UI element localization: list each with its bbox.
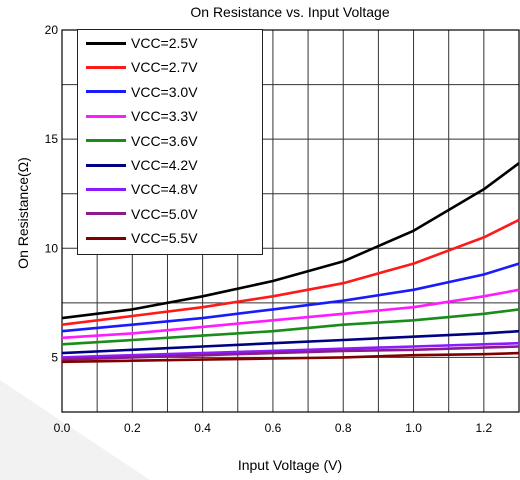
legend-label: VCC=2.5V (131, 35, 198, 51)
legend-swatch (86, 163, 126, 167)
series-line-9 (61, 351, 520, 364)
x-tick-label: 0.8 (335, 421, 352, 435)
legend-label: VCC=3.0V (131, 83, 198, 100)
series-line-7 (61, 341, 520, 359)
y-tick-label: 20 (45, 23, 59, 37)
series-line-3 (61, 262, 520, 333)
legend-label: VCC=3.3V (131, 108, 198, 125)
legend-swatch (86, 114, 126, 118)
legend-item: VCC=3.0V (86, 82, 198, 102)
legend-item: VCC=3.3V (86, 106, 198, 126)
chart-title: On Resistance vs. Input Voltage (190, 4, 390, 20)
x-tick-label: 0.4 (194, 421, 211, 435)
series-line-6 (61, 329, 520, 355)
legend-item: VCC=2.5V (86, 33, 198, 53)
legend-item: VCC=5.5V (86, 228, 198, 248)
series-line-4 (61, 288, 520, 340)
legend-label: VCC=5.0V (131, 205, 198, 222)
series-line-2 (61, 218, 520, 326)
legend-swatch (86, 187, 126, 191)
x-tick-label: 0.2 (124, 421, 141, 435)
legend-label: VCC=4.2V (131, 157, 198, 173)
legend-item: VCC=5.0V (86, 204, 198, 224)
legend-label: VCC=3.6V (131, 132, 198, 149)
x-tick-label: 0.0 (54, 421, 71, 435)
legend-item: VCC=4.8V (86, 179, 198, 199)
x-axis-label: Input Voltage (V) (237, 457, 343, 473)
x-tick-label: 1.2 (476, 421, 493, 435)
y-tick-label: 15 (45, 132, 59, 146)
legend-label: VCC=2.7V (131, 59, 198, 76)
legend-swatch (86, 65, 126, 69)
legend-swatch (86, 236, 126, 240)
x-tick-label: 1.0 (405, 421, 422, 435)
legend-label: VCC=4.8V (131, 181, 198, 198)
x-tick-label: 0.6 (265, 421, 282, 435)
legend-swatch (86, 139, 126, 143)
legend-swatch (86, 41, 126, 45)
legend-item: VCC=4.2V (86, 155, 198, 175)
y-tick-label: 5 (51, 350, 58, 364)
series-line-8 (61, 345, 520, 361)
chart-legend: VCC=2.5V VCC=2.7V VCC=3.0V VCC=3.3V VCC=3.6V… (77, 29, 263, 255)
legend-item: VCC=2.7V (86, 57, 198, 77)
legend-swatch (86, 90, 126, 94)
legend-item: VCC=3.6V (86, 131, 198, 151)
series-line-5 (61, 308, 520, 346)
legend-label: VCC=5.5V (131, 230, 198, 247)
series-line-1 (61, 162, 520, 320)
y-tick-label: 10 (45, 241, 59, 255)
legend-swatch (86, 212, 126, 216)
